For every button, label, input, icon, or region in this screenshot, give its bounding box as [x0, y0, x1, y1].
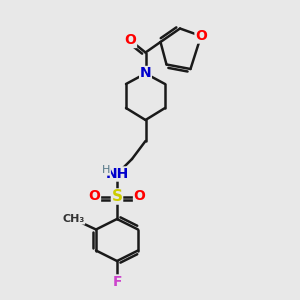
Text: O: O [124, 34, 136, 47]
Text: O: O [195, 29, 207, 43]
Text: O: O [134, 190, 146, 203]
Text: O: O [88, 190, 101, 203]
Text: CH₃: CH₃ [62, 214, 85, 224]
Text: F: F [112, 275, 122, 289]
Text: H: H [102, 165, 111, 176]
Text: NH: NH [105, 167, 129, 181]
Text: N: N [140, 67, 151, 80]
Text: S: S [112, 189, 122, 204]
